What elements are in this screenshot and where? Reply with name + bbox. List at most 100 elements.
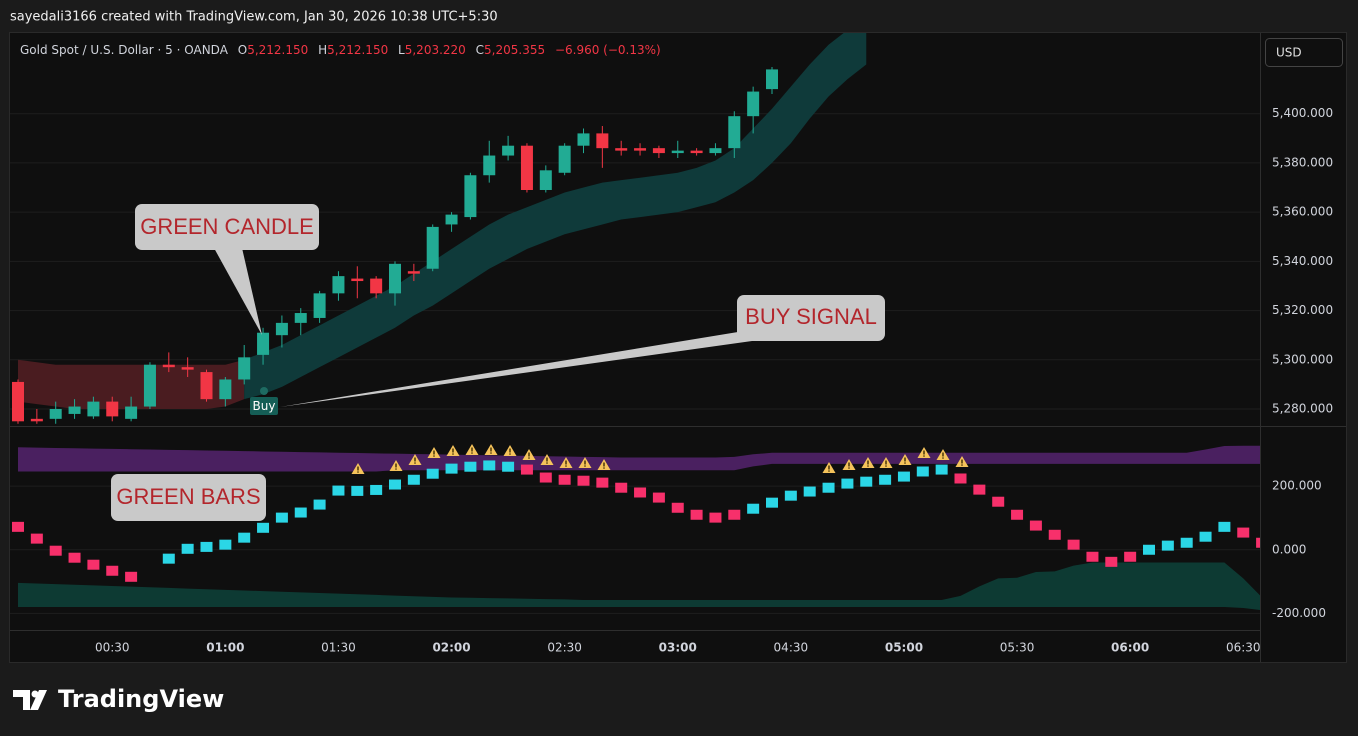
indicator-bar bbox=[728, 509, 741, 520]
indicator-bar bbox=[1161, 540, 1174, 551]
candle-body bbox=[12, 381, 24, 422]
x-tick-label: 02:30 bbox=[547, 641, 582, 655]
band bbox=[18, 445, 1260, 472]
price-pane bbox=[10, 33, 1260, 424]
ohlc-value: 5,212.150 bbox=[247, 43, 308, 57]
indicator-bar bbox=[784, 490, 797, 501]
currency-button[interactable] bbox=[1265, 38, 1343, 67]
signal-label: Buy bbox=[253, 399, 276, 413]
candle-body bbox=[747, 91, 760, 117]
candle-body bbox=[181, 367, 194, 370]
indicator-bar bbox=[652, 492, 665, 503]
candle-body bbox=[275, 322, 288, 336]
candle-body bbox=[219, 379, 232, 400]
ohlc-key: O bbox=[238, 43, 247, 57]
candle-body bbox=[313, 293, 326, 318]
y-tick-label: 0.000 bbox=[1272, 542, 1306, 556]
x-tick-label: 06:00 bbox=[1111, 641, 1149, 655]
indicator-bar bbox=[558, 474, 571, 485]
x-tick-label: 05:00 bbox=[885, 641, 923, 655]
ohlc-value: 5,205.355 bbox=[484, 43, 545, 57]
indicator-bar bbox=[841, 478, 854, 489]
indicator-bar bbox=[992, 496, 1005, 507]
indicator-bar bbox=[1086, 551, 1099, 562]
candle-body bbox=[87, 401, 100, 417]
indicator-bar bbox=[860, 476, 873, 487]
brand-name: TradingView bbox=[58, 685, 224, 713]
indicator-bar bbox=[1180, 537, 1193, 548]
indicator-bar bbox=[671, 502, 684, 513]
indicator-bar bbox=[577, 475, 590, 486]
indicator-bar bbox=[200, 541, 213, 552]
indicator-bar bbox=[106, 565, 119, 576]
change: −6.960 (−0.13%) bbox=[555, 43, 661, 57]
indicator-bar bbox=[634, 487, 647, 498]
brand-logo bbox=[13, 690, 47, 710]
band bbox=[18, 562, 1260, 610]
indicator-bar bbox=[539, 472, 552, 483]
candle-body bbox=[200, 372, 213, 400]
indicator-bar bbox=[294, 507, 307, 518]
indicator-bar bbox=[709, 512, 722, 523]
indicator-bar bbox=[954, 473, 967, 484]
callout-pointer bbox=[214, 248, 262, 335]
indicator-bar bbox=[897, 471, 910, 482]
candle-body bbox=[596, 133, 609, 149]
candle-body bbox=[30, 418, 43, 422]
indicator-bar bbox=[596, 477, 609, 488]
candle-body bbox=[615, 148, 628, 151]
indicator-bar bbox=[1105, 556, 1118, 567]
candle-body bbox=[125, 406, 138, 419]
indicator-bar bbox=[87, 559, 100, 570]
callout-box bbox=[111, 474, 266, 521]
indicator-bar bbox=[520, 464, 533, 475]
candle-body bbox=[652, 148, 665, 154]
x-tick-label: 06:30 bbox=[1226, 641, 1261, 655]
callout-text: GREEN BARS bbox=[116, 484, 260, 509]
indicator-bar bbox=[12, 521, 24, 532]
indicator-bar bbox=[313, 499, 326, 510]
y-tick-label: 5,300.000 bbox=[1272, 352, 1333, 366]
callout-box bbox=[737, 295, 885, 341]
ohlc-key: H bbox=[318, 43, 327, 57]
candle-body bbox=[520, 145, 533, 190]
indicator-bar bbox=[747, 503, 760, 514]
indicator-bar bbox=[389, 479, 401, 490]
indicator-bar bbox=[30, 533, 43, 544]
indicator-bar bbox=[1256, 537, 1260, 548]
indicator-bar bbox=[879, 474, 892, 485]
indicator-bar bbox=[1048, 529, 1061, 540]
y-tick-label: 5,320.000 bbox=[1272, 303, 1333, 317]
indicator-bar bbox=[1067, 539, 1080, 550]
candle-body bbox=[426, 226, 439, 269]
indicator-bar bbox=[916, 466, 929, 477]
candle-body bbox=[162, 364, 175, 368]
indicator-bar bbox=[483, 460, 496, 471]
candle-body bbox=[577, 133, 590, 146]
y-tick-label: 5,340.000 bbox=[1272, 254, 1333, 268]
candle-body bbox=[483, 155, 496, 176]
signal-box bbox=[250, 397, 278, 415]
candle-body bbox=[143, 364, 156, 407]
x-tick-label: 05:30 bbox=[1000, 641, 1035, 655]
indicator-bar bbox=[690, 509, 703, 520]
candle-body bbox=[332, 276, 345, 294]
ohlc-value: 5,203.220 bbox=[405, 43, 466, 57]
indicator-bar bbox=[1218, 521, 1231, 532]
indicator-bar bbox=[181, 543, 194, 554]
indicator-bar bbox=[464, 461, 477, 472]
candle-body bbox=[389, 263, 401, 294]
axes: 5,280.000 5,300.000 5,320.000 5,340.000 5,36… bbox=[95, 106, 1333, 654]
candle-body bbox=[106, 401, 119, 417]
indicator-bar bbox=[275, 512, 288, 523]
y-tick-label: 5,360.000 bbox=[1272, 205, 1333, 219]
callout-box bbox=[135, 204, 319, 250]
candle-body bbox=[351, 278, 364, 282]
indicator-bar bbox=[370, 484, 383, 495]
x-tick-label: 03:00 bbox=[659, 641, 697, 655]
indicator-bar bbox=[822, 482, 835, 493]
indicator-bar bbox=[502, 461, 515, 472]
x-tick-label: 01:30 bbox=[321, 641, 356, 655]
x-tick-label: 00:30 bbox=[95, 641, 130, 655]
